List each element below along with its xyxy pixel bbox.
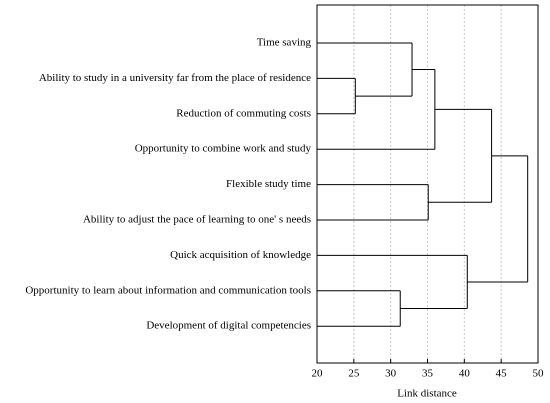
leaf-label: Ability to study in a university far fro…: [39, 72, 311, 84]
x-axis-label: Link distance: [397, 388, 457, 400]
link: [317, 69, 436, 150]
leaf-label: Opportunity to combine work and study: [135, 143, 312, 155]
leaf-label: Time saving: [257, 37, 312, 49]
x-tick-label: 20: [312, 368, 324, 380]
leaf-label: Quick acquisition of knowledge: [170, 249, 311, 261]
x-tick-label: 35: [422, 368, 434, 380]
leaf-label: Flexible study time: [226, 178, 311, 190]
x-tick-label: 45: [496, 368, 508, 380]
leaf-label: Reduction of commuting costs: [176, 107, 311, 119]
leaf-label: Opportunity to learn about information a…: [25, 284, 311, 296]
link: [317, 42, 413, 97]
x-tick-label: 30: [385, 368, 397, 380]
leaf-label: Ability to adjust the pace of learning t…: [83, 214, 311, 226]
plot-frame: [316, 4, 539, 364]
link: [317, 254, 468, 309]
link: [317, 184, 429, 221]
x-tick-label: 25: [348, 368, 360, 380]
link: [317, 290, 401, 327]
link: [467, 155, 529, 283]
x-tick-label: 50: [533, 368, 545, 380]
x-tick-label: 40: [459, 368, 471, 380]
link: [317, 77, 356, 115]
leaf-label: Development of digital competencies: [146, 320, 311, 332]
link: [428, 108, 493, 203]
